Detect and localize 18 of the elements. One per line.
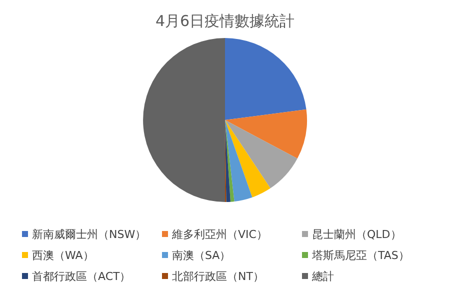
legend-item: 維多利亞州（VIC） bbox=[162, 228, 268, 241]
legend-item: 南澳（SA） bbox=[162, 249, 231, 262]
legend-item: 總計 bbox=[302, 270, 334, 283]
legend-item: 首都行政區（ACT） bbox=[22, 270, 131, 283]
legend-label: 總計 bbox=[311, 270, 334, 283]
pie-slice bbox=[225, 120, 234, 202]
pie-slice bbox=[225, 120, 298, 188]
pie-slice bbox=[143, 38, 225, 202]
legend-item: 西澳（WA） bbox=[22, 249, 94, 262]
legend-item: 北部行政區（NT） bbox=[162, 270, 264, 283]
pie-slice bbox=[225, 120, 270, 198]
legend-item: 新南威爾士州（NSW） bbox=[22, 228, 146, 241]
legend-item: 塔斯馬尼亞（TAS） bbox=[302, 249, 410, 262]
pie-slice bbox=[225, 109, 307, 159]
pie-slice bbox=[225, 38, 306, 120]
chart-title: 4月6日疫情數據統計 bbox=[155, 12, 295, 30]
legend-item: 昆士蘭州（QLD） bbox=[302, 228, 402, 241]
pie-slice bbox=[225, 120, 252, 202]
